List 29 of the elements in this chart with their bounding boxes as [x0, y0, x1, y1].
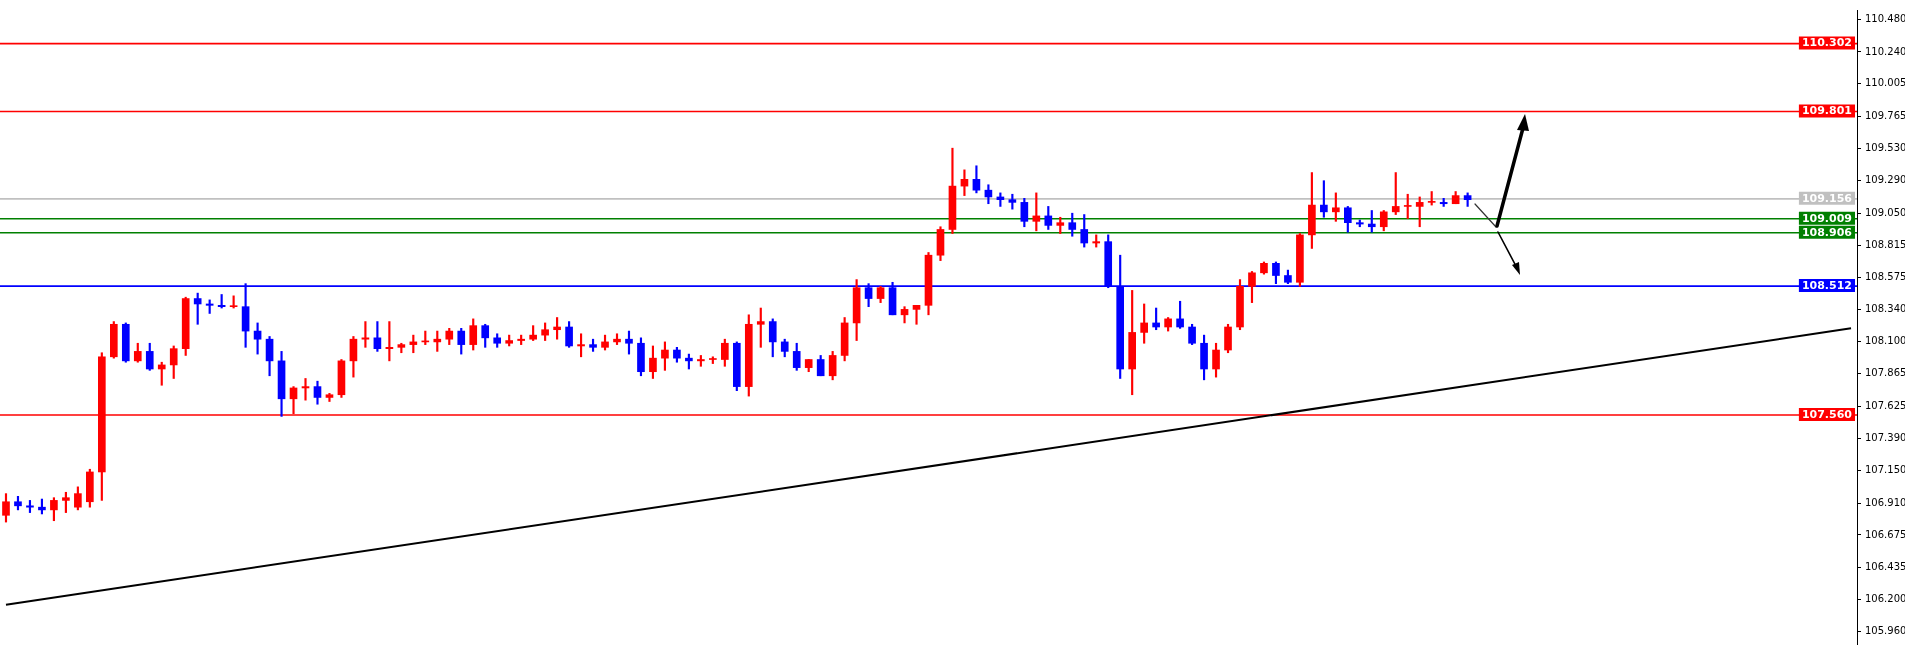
y-tick-label: 109.765: [1865, 109, 1905, 121]
ref-line-label: 109.801: [1801, 104, 1853, 118]
y-tick-label: 108.815: [1865, 238, 1905, 250]
y-tick-label: 109.290: [1865, 174, 1905, 186]
y-tick-label: 108.100: [1865, 335, 1905, 347]
y-tick-label: 107.865: [1865, 367, 1905, 379]
y-tick-label: 107.390: [1865, 431, 1905, 443]
ref-line-label: 108.906: [1801, 225, 1853, 239]
ref-line-label: 109.156: [1801, 191, 1853, 205]
y-tick-label: 106.675: [1865, 528, 1905, 540]
y-tick-label: 107.150: [1865, 464, 1905, 476]
y-tick-label: 105.960: [1865, 625, 1905, 637]
y-tick-label: 106.910: [1865, 496, 1905, 508]
y-tick-label: 109.530: [1865, 141, 1905, 153]
y-tick-label: 110.005: [1865, 77, 1905, 89]
y-tick-label: 109.050: [1865, 206, 1905, 218]
y-tick-label: 110.240: [1865, 45, 1905, 57]
y-tick-label: 106.435: [1865, 561, 1905, 573]
candlestick: [912, 305, 921, 325]
y-tick-label: 108.575: [1865, 271, 1905, 283]
ref-line-label: 107.560: [1801, 407, 1853, 421]
y-tick-label: 108.340: [1865, 302, 1905, 314]
ref-line-label: 110.302: [1801, 36, 1853, 50]
ref-line-label: 109.009: [1801, 211, 1853, 225]
y-tick-label: 110.480: [1865, 13, 1905, 25]
y-tick-label: 107.625: [1865, 399, 1905, 411]
y-tick-label: 106.200: [1865, 592, 1905, 604]
ref-line-label: 108.512: [1801, 278, 1853, 292]
candlestick: [301, 378, 310, 401]
